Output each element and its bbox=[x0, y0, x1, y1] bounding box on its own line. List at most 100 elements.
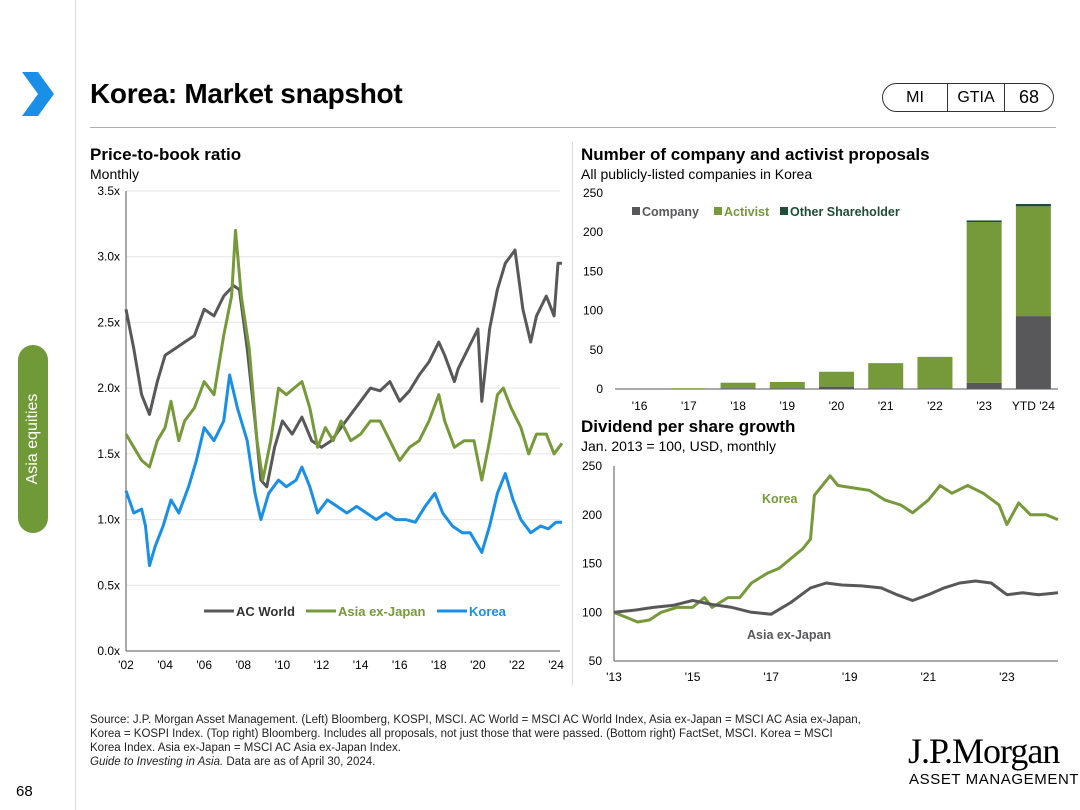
proposals-bar-segment bbox=[966, 382, 1002, 389]
dps-y-tick-label: 150 bbox=[582, 557, 602, 571]
proposals-legend-swatch bbox=[632, 207, 640, 215]
pb-x-tick-label: '08 bbox=[235, 658, 251, 672]
pb-series-line bbox=[124, 373, 562, 568]
pb-series-line bbox=[124, 228, 564, 482]
dps-x-tick-label: '15 bbox=[685, 670, 701, 684]
proposals-x-tick-label: '23 bbox=[976, 399, 992, 413]
pb-legend-label: AC World bbox=[236, 604, 295, 619]
side-tab bbox=[18, 345, 48, 533]
proposals-y-tick-label: 100 bbox=[583, 304, 603, 318]
source-date: Data are as of April 30, 2024. bbox=[223, 756, 376, 768]
dps-x-tick-label: '21 bbox=[921, 670, 937, 684]
jpmorgan-logo: J.P.Morgan bbox=[908, 731, 1060, 771]
pb-legend-label: Asia ex-Japan bbox=[338, 604, 425, 619]
proposals-legend-label: Other Shareholder bbox=[790, 205, 900, 219]
source-guide-title: Guide to Investing in Asia. bbox=[90, 756, 224, 768]
pb-y-tick-label: 3.5x bbox=[97, 184, 120, 198]
pb-x-tick-label: '04 bbox=[157, 658, 173, 672]
tag-mi: MI bbox=[883, 84, 948, 111]
proposals-bar-segment bbox=[1015, 206, 1051, 317]
dps-y-tick-label: 250 bbox=[582, 459, 602, 473]
proposals-y-tick-label: 200 bbox=[583, 225, 603, 239]
dps-annotation-asia: Asia ex-Japan bbox=[747, 628, 831, 642]
dps-chart-title: Dividend per share growth bbox=[581, 417, 796, 436]
pb-y-tick-label: 1.5x bbox=[97, 447, 120, 461]
title-divider bbox=[90, 127, 1056, 128]
pb-y-tick-label: 1.0x bbox=[97, 513, 120, 527]
proposals-x-tick-label: '19 bbox=[779, 399, 795, 413]
pb-x-tick-label: '24 bbox=[548, 658, 564, 672]
proposals-y-tick-label: 50 bbox=[590, 343, 604, 357]
proposals-x-tick-label: '16 bbox=[632, 399, 648, 413]
proposals-y-tick-label: 150 bbox=[583, 264, 603, 278]
proposals-x-tick-label: YTD '24 bbox=[1012, 399, 1055, 413]
left-margin-rule bbox=[75, 0, 76, 810]
proposals-bar-segment bbox=[917, 388, 953, 390]
proposals-x-tick-label: '22 bbox=[927, 399, 943, 413]
dps-x-tick-label: '19 bbox=[842, 670, 858, 684]
dps-y-tick-label: 50 bbox=[589, 654, 603, 668]
pb-y-tick-label: 2.5x bbox=[97, 315, 120, 329]
pb-x-tick-label: '22 bbox=[509, 658, 525, 672]
pb-y-tick-label: 0.5x bbox=[97, 578, 120, 592]
proposals-bar-segment bbox=[769, 388, 805, 390]
dps-x-tick-label: '17 bbox=[763, 670, 779, 684]
dps-series-line bbox=[613, 579, 1059, 616]
proposals-bar-segment bbox=[966, 222, 1002, 383]
pb-x-tick-label: '02 bbox=[118, 658, 134, 672]
pb-legend-label: Korea bbox=[469, 604, 507, 619]
proposals-chart-subtitle: All publicly-listed companies in Korea bbox=[581, 166, 813, 182]
pb-chart-subtitle: Monthly bbox=[90, 166, 140, 182]
pb-x-tick-label: '18 bbox=[431, 658, 447, 672]
proposals-x-tick-label: '18 bbox=[730, 399, 746, 413]
jpmorgan-logo-subtitle: ASSET MANAGEMENT bbox=[909, 771, 1080, 788]
pb-series-line bbox=[124, 248, 562, 489]
dps-annotation-korea: Korea bbox=[762, 492, 798, 506]
page-number: 68 bbox=[16, 783, 33, 800]
proposals-bar-segment bbox=[868, 388, 904, 390]
proposals-x-tick-label: '21 bbox=[878, 399, 894, 413]
tag-box: MI GTIA 68 bbox=[882, 83, 1054, 112]
proposals-bar-segment bbox=[966, 220, 1002, 223]
pb-y-tick-label: 0.0x bbox=[97, 644, 120, 658]
pb-x-tick-label: '20 bbox=[470, 658, 486, 672]
proposals-x-tick-label: '20 bbox=[829, 399, 845, 413]
pb-x-tick-label: '10 bbox=[275, 658, 291, 672]
source-note: Source: J.P. Morgan Asset Management. (L… bbox=[90, 713, 890, 769]
proposals-x-tick-label: '17 bbox=[681, 399, 697, 413]
dps-x-tick-label: '23 bbox=[999, 670, 1015, 684]
source-line: Korea = KOSPI Index. (Top right) Bloombe… bbox=[90, 728, 833, 740]
source-line: Korea Index. Asia ex-Japan = MSCI AC Asi… bbox=[90, 742, 401, 754]
proposals-bar-segment bbox=[671, 388, 707, 390]
pb-x-tick-label: '12 bbox=[314, 658, 330, 672]
proposals-bar-segment bbox=[769, 381, 805, 389]
proposals-bar-segment bbox=[917, 356, 953, 389]
proposals-bar-segment bbox=[720, 382, 756, 389]
dps-chart-subtitle: Jan. 2013 = 100, USD, monthly bbox=[581, 438, 776, 454]
pb-chart-title: Price-to-book ratio bbox=[90, 145, 242, 164]
proposals-legend-swatch bbox=[780, 207, 788, 215]
chevron-right-icon bbox=[22, 72, 54, 116]
dps-y-tick-label: 100 bbox=[582, 605, 602, 619]
tag-gtia: GTIA bbox=[948, 84, 1005, 111]
pb-x-tick-label: '14 bbox=[353, 658, 369, 672]
tag-page-number: 68 bbox=[1018, 87, 1040, 107]
proposals-legend-swatch bbox=[714, 207, 722, 215]
proposals-bar-segment bbox=[868, 363, 904, 389]
pb-y-tick-label: 2.0x bbox=[97, 381, 120, 395]
dps-x-tick-label: '13 bbox=[606, 670, 622, 684]
chart-divider bbox=[572, 142, 573, 685]
source-line: Source: J.P. Morgan Asset Management. (L… bbox=[90, 714, 861, 726]
pb-x-tick-label: '06 bbox=[196, 658, 212, 672]
proposals-legend-label: Activist bbox=[724, 205, 770, 219]
proposals-bar-segment bbox=[819, 386, 854, 389]
proposals-y-tick-label: 250 bbox=[583, 186, 603, 200]
page-title: Korea: Market snapshot bbox=[90, 78, 403, 109]
dps-series-line bbox=[613, 474, 1059, 624]
pb-y-tick-label: 3.0x bbox=[97, 250, 120, 264]
proposals-legend-label: Company bbox=[642, 205, 699, 219]
proposals-chart-title: Number of company and activist proposals bbox=[581, 145, 930, 164]
dps-y-tick-label: 200 bbox=[582, 508, 602, 522]
proposals-bar-segment bbox=[819, 371, 854, 387]
